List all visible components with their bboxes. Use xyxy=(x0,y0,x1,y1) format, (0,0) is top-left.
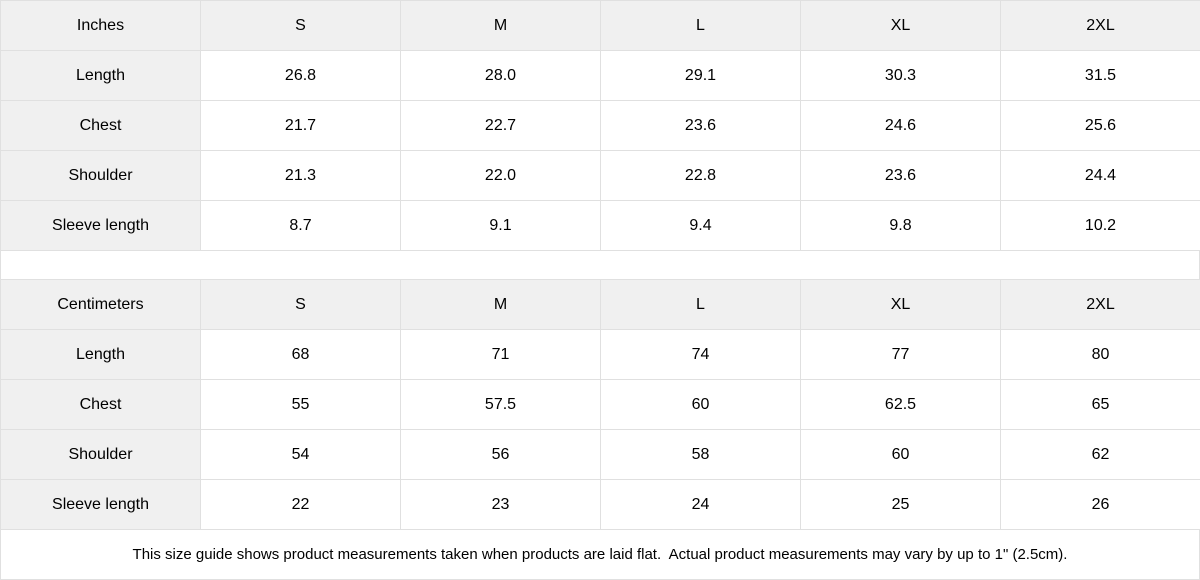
value-cell: 9.8 xyxy=(800,200,1001,251)
size-header-cell: L xyxy=(600,279,801,330)
table-row: Length 26.8 28.0 29.1 30.3 31.5 xyxy=(0,50,1200,101)
inches-header-row: Inches S M L XL 2XL xyxy=(0,0,1200,51)
size-header-cell: XL xyxy=(800,279,1001,330)
value-cell: 60 xyxy=(800,429,1001,480)
value-cell: 74 xyxy=(600,329,801,380)
value-cell: 77 xyxy=(800,329,1001,380)
value-cell: 21.3 xyxy=(200,150,401,201)
row-label-cell: Chest xyxy=(0,379,201,430)
value-cell: 62 xyxy=(1000,429,1200,480)
unit-header-cell: Centimeters xyxy=(0,279,201,330)
row-label-cell: Length xyxy=(0,50,201,101)
value-cell: 25 xyxy=(800,479,1001,530)
table-row: Chest 21.7 22.7 23.6 24.6 25.6 xyxy=(0,100,1200,151)
value-cell: 31.5 xyxy=(1000,50,1200,101)
value-cell: 22.8 xyxy=(600,150,801,201)
value-cell: 65 xyxy=(1000,379,1200,430)
row-label-cell: Shoulder xyxy=(0,429,201,480)
size-header-cell: M xyxy=(400,0,601,51)
size-header-cell: 2XL xyxy=(1000,0,1200,51)
size-header-cell: M xyxy=(400,279,601,330)
table-row: Sleeve length 22 23 24 25 26 xyxy=(0,479,1200,530)
value-cell: 80 xyxy=(1000,329,1200,380)
size-header-cell: L xyxy=(600,0,801,51)
value-cell: 25.6 xyxy=(1000,100,1200,151)
value-cell: 24.4 xyxy=(1000,150,1200,201)
size-header-cell: S xyxy=(200,279,401,330)
value-cell: 60 xyxy=(600,379,801,430)
inches-table: Inches S M L XL 2XL Length 26.8 28.0 29.… xyxy=(0,0,1200,251)
value-cell: 55 xyxy=(200,379,401,430)
value-cell: 58 xyxy=(600,429,801,480)
size-guide-note: This size guide shows product measuremen… xyxy=(0,530,1200,580)
table-row: Length 68 71 74 77 80 xyxy=(0,329,1200,380)
value-cell: 56 xyxy=(400,429,601,480)
value-cell: 22 xyxy=(200,479,401,530)
row-label-cell: Chest xyxy=(0,100,201,151)
value-cell: 24 xyxy=(600,479,801,530)
value-cell: 57.5 xyxy=(400,379,601,430)
size-header-cell: XL xyxy=(800,0,1001,51)
row-label-cell: Shoulder xyxy=(0,150,201,201)
value-cell: 24.6 xyxy=(800,100,1001,151)
table-row: Shoulder 21.3 22.0 22.8 23.6 24.4 xyxy=(0,150,1200,201)
value-cell: 23 xyxy=(400,479,601,530)
value-cell: 8.7 xyxy=(200,200,401,251)
table-row: Shoulder 54 56 58 60 62 xyxy=(0,429,1200,480)
value-cell: 26 xyxy=(1000,479,1200,530)
value-cell: 54 xyxy=(200,429,401,480)
centimeters-table: Centimeters S M L XL 2XL Length 68 71 74… xyxy=(0,279,1200,530)
value-cell: 68 xyxy=(200,329,401,380)
value-cell: 23.6 xyxy=(600,100,801,151)
size-header-cell: S xyxy=(200,0,401,51)
value-cell: 28.0 xyxy=(400,50,601,101)
value-cell: 26.8 xyxy=(200,50,401,101)
table-row: Sleeve length 8.7 9.1 9.4 9.8 10.2 xyxy=(0,200,1200,251)
value-cell: 9.1 xyxy=(400,200,601,251)
table-spacer xyxy=(0,251,1200,279)
unit-header-cell: Inches xyxy=(0,0,201,51)
row-label-cell: Sleeve length xyxy=(0,479,201,530)
value-cell: 21.7 xyxy=(200,100,401,151)
size-header-cell: 2XL xyxy=(1000,279,1200,330)
row-label-cell: Sleeve length xyxy=(0,200,201,251)
value-cell: 62.5 xyxy=(800,379,1001,430)
value-cell: 71 xyxy=(400,329,601,380)
table-row: Chest 55 57.5 60 62.5 65 xyxy=(0,379,1200,430)
value-cell: 30.3 xyxy=(800,50,1001,101)
value-cell: 10.2 xyxy=(1000,200,1200,251)
row-label-cell: Length xyxy=(0,329,201,380)
value-cell: 22.7 xyxy=(400,100,601,151)
value-cell: 23.6 xyxy=(800,150,1001,201)
value-cell: 22.0 xyxy=(400,150,601,201)
centimeters-header-row: Centimeters S M L XL 2XL xyxy=(0,279,1200,330)
value-cell: 9.4 xyxy=(600,200,801,251)
value-cell: 29.1 xyxy=(600,50,801,101)
